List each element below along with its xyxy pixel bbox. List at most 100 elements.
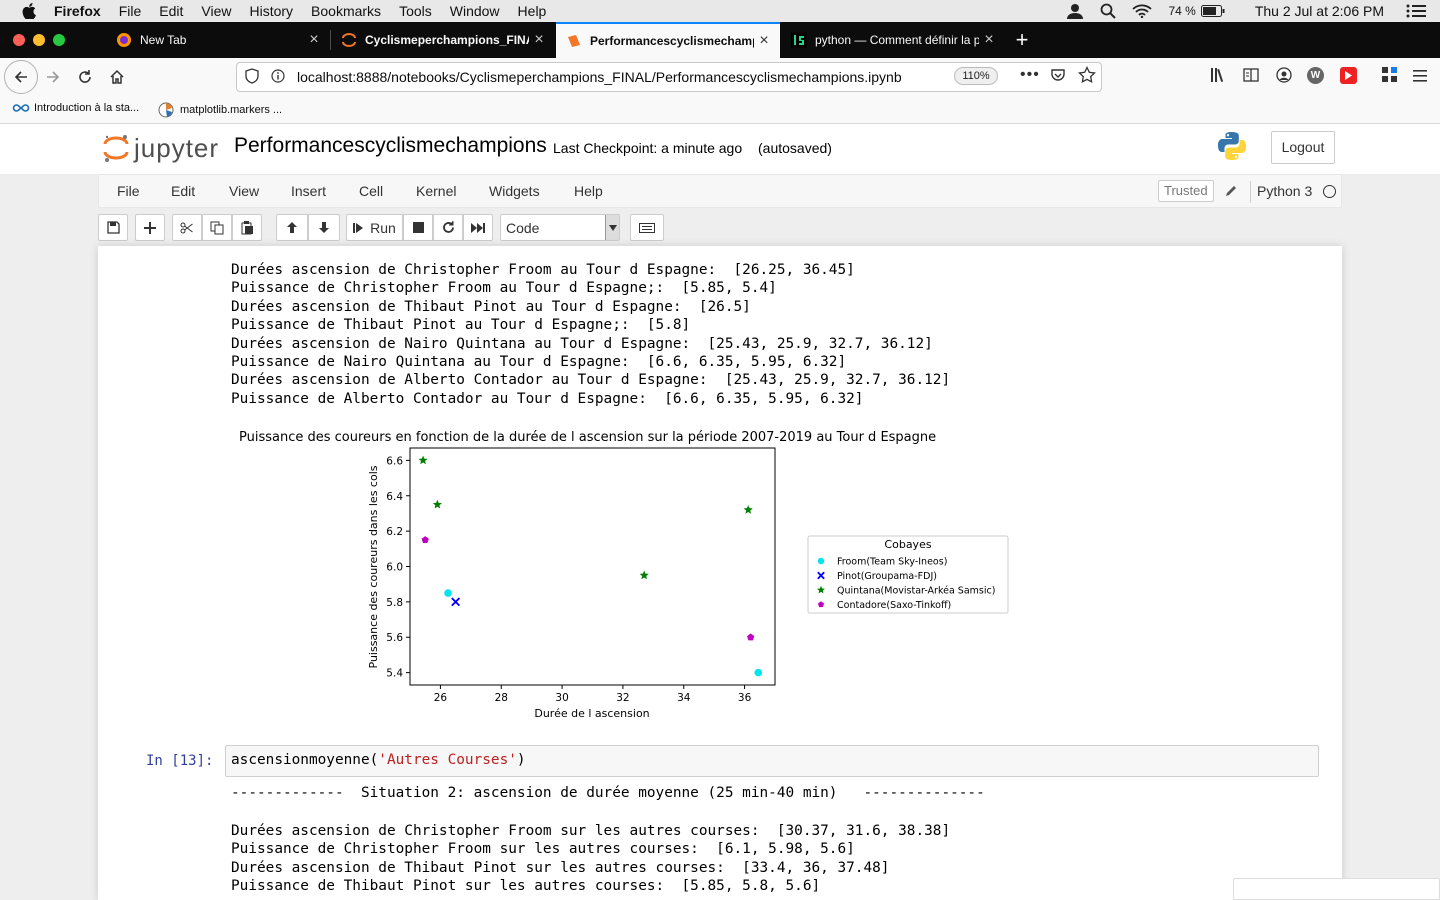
- back-button[interactable]: [4, 60, 38, 94]
- output-line: Puissance de Thibaut Pinot sur les autre…: [231, 878, 821, 895]
- edit-pencil-icon[interactable]: [1224, 184, 1238, 201]
- site-info-icon[interactable]: [271, 68, 287, 86]
- tab-new-tab[interactable]: New Tab ×: [106, 22, 330, 58]
- app-menu-firefox[interactable]: Firefox: [54, 3, 101, 19]
- url-text[interactable]: localhost:8888/notebooks/Cyclismepercham…: [297, 69, 902, 85]
- window-close-button[interactable]: [13, 34, 25, 46]
- close-tab-icon[interactable]: ×: [759, 32, 769, 49]
- new-tab-button[interactable]: +: [1015, 27, 1029, 52]
- menu-bookmarks[interactable]: Bookmarks: [311, 3, 382, 19]
- save-button[interactable]: [98, 214, 128, 241]
- arrow-up-icon: [287, 222, 297, 233]
- output-line: Puissance de Christopher Froom sur les a…: [231, 841, 855, 858]
- battery-status[interactable]: 74 %: [1168, 4, 1225, 18]
- tab-cyclisme-folder[interactable]: Cyclismeperchampions_FINAL/ ×: [331, 22, 555, 58]
- close-tab-icon[interactable]: ×: [309, 31, 319, 48]
- nb-menu-cell[interactable]: Cell: [359, 183, 384, 199]
- apple-icon[interactable]: [22, 3, 38, 19]
- logout-button[interactable]: Logout: [1271, 131, 1335, 164]
- back-arrow-icon: [14, 71, 27, 83]
- clipboard-icon: [241, 220, 253, 234]
- reload-button[interactable]: [74, 66, 96, 88]
- code-text-end: ): [516, 752, 526, 768]
- restart-run-all-button[interactable]: [463, 214, 493, 241]
- reader-view-icon[interactable]: [1243, 67, 1259, 88]
- menu-history[interactable]: History: [249, 3, 294, 19]
- legend-box: [807, 535, 1009, 614]
- bookmark-introduction[interactable]: Introduction à la sta...: [12, 102, 139, 114]
- run-label: Run: [370, 219, 396, 236]
- nb-menu-file[interactable]: File: [117, 183, 140, 199]
- home-button[interactable]: [106, 66, 128, 88]
- restart-button[interactable]: [433, 214, 463, 241]
- x-tick-label: 36: [738, 692, 752, 704]
- menu-file[interactable]: File: [118, 3, 142, 19]
- notebook-name[interactable]: Performancescyclismechampions: [234, 134, 547, 157]
- hamburger-menu-icon[interactable]: [1413, 69, 1429, 88]
- menu-view[interactable]: View: [201, 3, 232, 19]
- notification-center-icon[interactable]: [1406, 4, 1426, 18]
- page-actions-icon[interactable]: •••: [1020, 66, 1040, 83]
- move-down-button[interactable]: [308, 214, 340, 241]
- nb-menu-widgets[interactable]: Widgets: [489, 183, 540, 199]
- nb-menu-kernel[interactable]: Kernel: [416, 183, 457, 199]
- account-icon[interactable]: [1276, 67, 1292, 88]
- run-button[interactable]: Run: [346, 214, 403, 241]
- interrupt-button[interactable]: [403, 214, 433, 241]
- jupyter-logo[interactable]: jupyter: [102, 132, 219, 164]
- x-tick-label: 30: [555, 692, 568, 704]
- scissors-icon: [180, 222, 193, 233]
- clock[interactable]: Thu 2 Jul at 2:06 PM: [1254, 3, 1384, 19]
- legend-marker: [817, 571, 825, 580]
- tab-performances-notebook[interactable]: Performancescyclismechampion ×: [556, 22, 780, 58]
- arrow-down-icon: [319, 222, 329, 233]
- zoom-level-badge[interactable]: 110%: [954, 67, 998, 85]
- spotlight-search-icon[interactable]: [1100, 3, 1117, 19]
- nb-menu-edit[interactable]: Edit: [171, 183, 196, 199]
- w-extension-icon[interactable]: W: [1307, 67, 1324, 84]
- trusted-indicator[interactable]: Trusted: [1158, 180, 1214, 202]
- output-line: Puissance de Nairo Quintana au Tour d Es…: [231, 354, 847, 370]
- nb-menu-help[interactable]: Help: [574, 183, 603, 199]
- python-logo-icon: [1216, 130, 1248, 167]
- forward-button[interactable]: [42, 66, 64, 88]
- legend-label: Froom(Team Sky-Ineos): [837, 557, 947, 568]
- bookmarks-toolbar: Introduction à la sta... matplotlib.mark…: [0, 96, 1440, 124]
- code-cell-input[interactable]: ascensionmoyenne('Autres Courses'): [225, 745, 1319, 777]
- paste-button[interactable]: [232, 214, 262, 241]
- menu-window[interactable]: Window: [449, 3, 500, 19]
- window-minimize-button[interactable]: [33, 34, 45, 46]
- copy-icon: [210, 221, 224, 234]
- menu-help[interactable]: Help: [517, 3, 547, 19]
- menu-edit[interactable]: Edit: [159, 3, 184, 19]
- extensions-grid-icon[interactable]: [1381, 66, 1399, 89]
- pocket-icon[interactable]: [1050, 67, 1066, 88]
- cell-type-select[interactable]: Code: [500, 214, 620, 241]
- cut-button[interactable]: [172, 214, 202, 241]
- library-icon[interactable]: [1210, 67, 1228, 88]
- move-up-button[interactable]: [276, 214, 308, 241]
- window-zoom-button[interactable]: [53, 34, 65, 46]
- kernel-name[interactable]: Python 3: [1257, 183, 1313, 199]
- menu-tools[interactable]: Tools: [399, 3, 432, 19]
- insert-cell-button[interactable]: [135, 214, 165, 241]
- bookmark-star-icon[interactable]: [1078, 65, 1096, 89]
- nb-menu-view[interactable]: View: [229, 183, 260, 199]
- jupyter-logo-icon: [103, 135, 129, 162]
- tab-stackoverflow[interactable]: python — Comment définir la p ×: [781, 22, 1005, 58]
- legend-marker: [817, 557, 825, 565]
- forward-arrow-icon: [47, 71, 60, 83]
- tracking-protection-icon[interactable]: [245, 67, 261, 87]
- output-line: Durées ascension de Thibaut Pinot au Tou…: [231, 298, 751, 315]
- close-tab-icon[interactable]: ×: [984, 31, 994, 48]
- red-extension-icon[interactable]: [1340, 67, 1357, 84]
- user-icon[interactable]: [1066, 3, 1084, 19]
- bookmark-matplotlib-markers[interactable]: matplotlib.markers ...: [158, 102, 282, 118]
- close-tab-icon[interactable]: ×: [534, 31, 544, 48]
- copy-button[interactable]: [202, 214, 232, 241]
- command-palette-button[interactable]: [630, 214, 664, 241]
- nb-menu-insert[interactable]: Insert: [291, 183, 327, 199]
- wifi-icon[interactable]: [1132, 4, 1153, 18]
- code-text: ascensionmoyenne(: [231, 752, 379, 768]
- output-header-line: ------------- Situation 2: ascension de …: [231, 785, 985, 801]
